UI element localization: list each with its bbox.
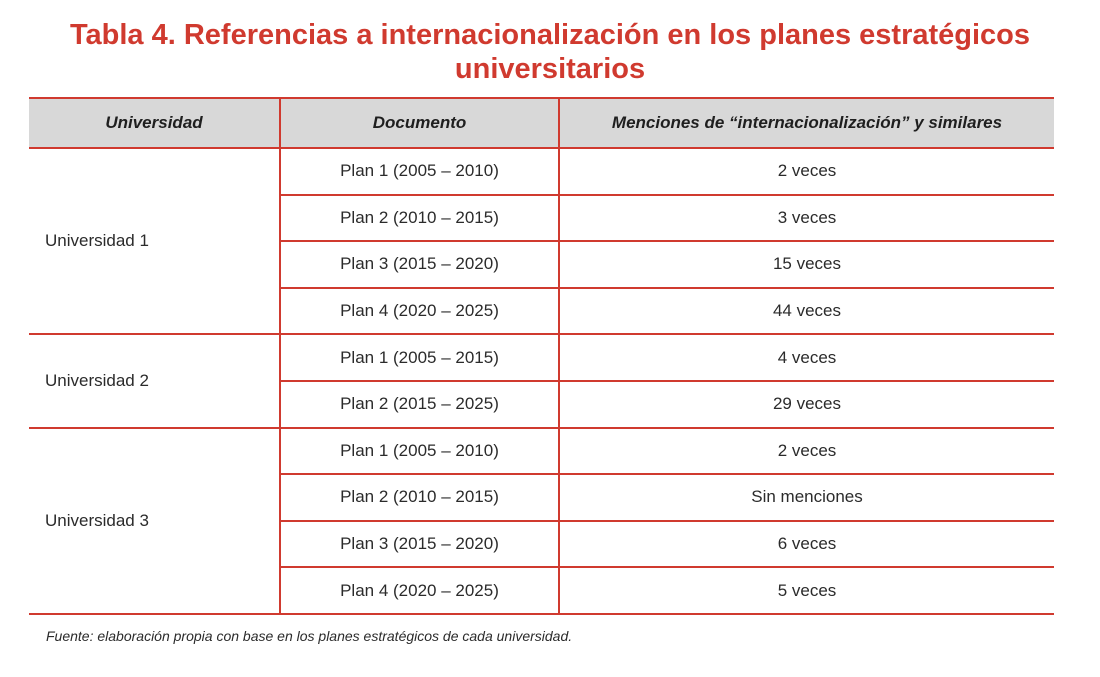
table-row: Plan 4 (2020 – 2025) 44 veces [29, 287, 1054, 336]
cell-menciones: 6 veces [558, 520, 1054, 569]
cell-universidad: Universidad 1 [29, 148, 280, 336]
table-row: Plan 3 (2015 – 2020) 15 veces [29, 241, 1054, 289]
cell-menciones: 5 veces [558, 567, 1054, 615]
table-row: Plan 2 (2015 – 2025) 29 veces [29, 380, 1054, 429]
cell-documento: Plan 3 (2015 – 2020) [279, 241, 559, 289]
table-title-line-2: universitarios [454, 53, 646, 85]
header-documento: Documento [279, 97, 559, 149]
cell-menciones: 2 veces [558, 427, 1054, 476]
table-row: Universidad 2 Plan 1 (2005 – 2015) 4 veces [29, 334, 1054, 429]
cell-documento: Plan 2 (2010 – 2015) [279, 474, 559, 522]
mentions-table: Universidad Documento Menciones de “inte… [29, 97, 1054, 615]
table-header: Universidad Documento Menciones de “inte… [29, 97, 1054, 149]
table-title: Tabla 4. Referencias a internacionalizac… [0, 18, 1100, 86]
cell-menciones: 29 veces [558, 380, 1054, 429]
source-note: Fuente: elaboración propia con base en l… [46, 628, 573, 644]
cell-documento: Plan 1 (2005 – 2015) [279, 334, 559, 382]
table-row: Universidad 3 Plan 1 (2005 – 2010) 2 veces [29, 427, 1054, 615]
header-universidad: Universidad [29, 97, 280, 149]
cell-documento: Plan 2 (2015 – 2025) [279, 380, 559, 429]
table-container: Universidad Documento Menciones de “inte… [29, 97, 1054, 615]
cell-menciones: 2 veces [558, 148, 1054, 196]
cell-documento: Plan 2 (2010 – 2015) [279, 194, 559, 243]
cell-menciones: 15 veces [558, 241, 1054, 289]
cell-documento: Plan 1 (2005 – 2010) [279, 148, 559, 196]
cell-documento: Plan 1 (2005 – 2010) [279, 427, 559, 476]
table-body: Universidad 1 Plan 1 (2005 – 2010) 2 veces… [29, 148, 1054, 615]
cell-menciones: 3 veces [558, 194, 1054, 243]
header-menciones: Menciones de “internacionalización” y si… [558, 97, 1054, 149]
table-row: Universidad 1 Plan 1 (2005 – 2010) 2 veces [29, 148, 1054, 336]
cell-documento: Plan 4 (2020 – 2025) [279, 567, 559, 615]
cell-universidad: Universidad 3 [29, 427, 280, 615]
cell-universidad: Universidad 2 [29, 334, 280, 429]
table-row: Plan 2 (2010 – 2015) 3 veces [29, 194, 1054, 243]
header-row: Universidad Documento Menciones de “inte… [29, 97, 1054, 149]
cell-menciones: 44 veces [558, 287, 1054, 336]
table-row: Plan 4 (2020 – 2025) 5 veces [29, 567, 1054, 615]
cell-menciones: 4 veces [558, 334, 1054, 382]
cell-documento: Plan 3 (2015 – 2020) [279, 520, 559, 569]
cell-documento: Plan 4 (2020 – 2025) [279, 287, 559, 336]
table-title-line-1: Tabla 4. Referencias a internacionalizac… [69, 19, 1031, 51]
cell-menciones: Sin menciones [558, 474, 1054, 522]
table-row: Plan 2 (2010 – 2015) Sin menciones [29, 474, 1054, 522]
table-row: Plan 3 (2015 – 2020) 6 veces [29, 520, 1054, 569]
